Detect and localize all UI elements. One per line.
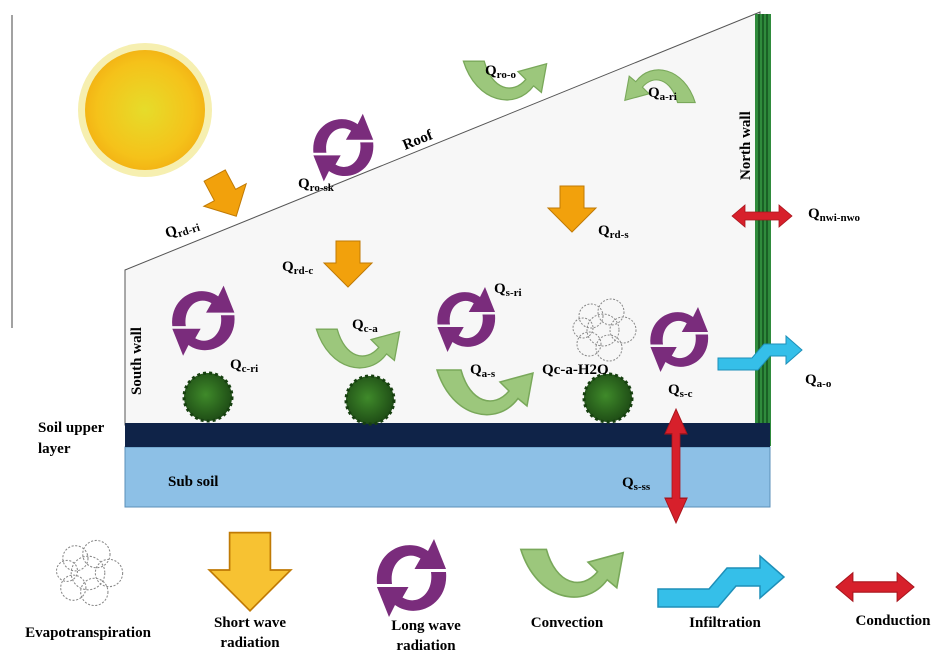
shortwave-arrow [192, 163, 258, 228]
legend-cloud [55, 539, 124, 607]
longwave-arrows [313, 113, 374, 182]
sub-soil-label: Sub soil [168, 474, 218, 490]
flux-subscript: rd-s [610, 229, 630, 241]
flux-symbol: Qc-a-H2O [542, 362, 609, 378]
flux-label: Qa-o [805, 372, 832, 390]
sun [85, 50, 205, 170]
flux-label: Qs-c [668, 382, 693, 400]
flux-label: Qro-sk [298, 176, 335, 194]
flux-subscript: c-ri [242, 363, 258, 375]
flux-symbol: Q [668, 382, 680, 398]
flux-symbol: Q [598, 223, 610, 239]
flux-label: Qc-a [352, 317, 378, 335]
legend-label: Long wave [391, 618, 461, 634]
north-wall-label: North wall [738, 111, 754, 180]
flux-label: Qs-ss [622, 475, 651, 493]
flux-symbol: Q [494, 281, 506, 297]
legend-conduction [835, 572, 915, 602]
flux-symbol: Q [622, 475, 634, 491]
flux-label: Qrd-c [282, 259, 313, 277]
flux-symbol: Q [470, 362, 482, 378]
flux-subscript: c-a [364, 323, 379, 335]
legend-label: Short wave [214, 615, 286, 631]
flux-label: Qnwi-nwo [808, 206, 861, 224]
flux-subscript: s-ss [634, 481, 651, 493]
flux-subscript: a-o [817, 378, 832, 390]
flux-label: Qrd-s [598, 223, 629, 241]
legend-label: Conduction [855, 613, 931, 629]
legend-label: radiation [396, 638, 456, 650]
flux-symbol: Q [282, 259, 294, 275]
legend-convection [519, 548, 625, 598]
flux-symbol: Q [485, 63, 497, 79]
plant [582, 372, 634, 424]
flux-subscript: nwi-nwo [820, 212, 861, 224]
flux-subscript: ro-o [497, 69, 517, 81]
flux-label: Qro-o [485, 63, 517, 81]
flux-symbol: Q [805, 372, 817, 388]
soil-upper-layer [125, 423, 770, 447]
flux-symbol: Q [808, 206, 820, 222]
flux-subscript: rd-ri [176, 222, 201, 240]
soil-upper-label: layer [38, 441, 71, 457]
legend-label: Infiltration [689, 615, 761, 631]
flux-subscript: s-ri [506, 287, 522, 299]
legend-shortwave [208, 531, 292, 612]
flux-symbol: Q [352, 317, 364, 333]
legend-longwave [376, 539, 447, 617]
plant [182, 371, 234, 423]
legend-label: radiation [220, 635, 280, 650]
flux-symbol: Q [230, 357, 242, 373]
flux-subscript: a-s [482, 368, 496, 380]
legend-label: Convection [531, 615, 604, 631]
soil-upper-label: Soil upper [38, 420, 105, 436]
south-wall-label: South wall [129, 327, 145, 395]
plant [344, 374, 396, 426]
flux-label: Qa-s [470, 362, 496, 380]
flux-subscript: ro-sk [310, 182, 335, 194]
flux-label: Qa-ri [648, 85, 677, 103]
flux-symbol: Q [163, 223, 179, 242]
flux-label: Qc-ri [230, 357, 258, 375]
flux-label: Qs-ri [494, 281, 522, 299]
flux-label: Qrd-ri [163, 216, 201, 244]
flux-symbol: Q [298, 176, 310, 192]
flux-label: Qc-a-H2O [542, 362, 609, 378]
flux-symbol: Q [648, 85, 660, 101]
legend-infiltration [657, 555, 785, 608]
flux-subscript: rd-c [294, 265, 314, 277]
legend-label: Evapotranspiration [25, 625, 152, 641]
flux-subscript: s-c [680, 388, 693, 400]
flux-subscript: a-ri [660, 91, 677, 103]
north-wall [755, 14, 771, 446]
